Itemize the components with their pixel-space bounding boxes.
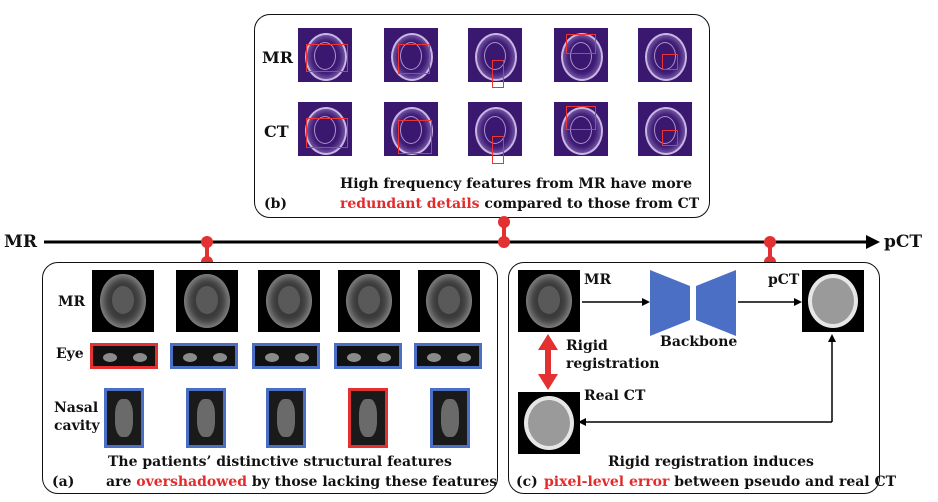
panel-b-row-label-mr: MR [262,48,294,67]
ct-feature-box-4 [566,106,596,130]
panel-a-tag: (a) [52,474,75,490]
axis-right-label: pCT [884,232,923,252]
panel-c-pct-label: pCT [768,272,800,288]
panel-b-tag: (b) [264,196,288,212]
mr-feature-box-1 [306,44,348,72]
panel-c-caption-line2: pixel-level error between pseudo and rea… [544,474,896,490]
panel-c-caption-post: between pseudo and real CT [669,474,897,490]
nasal-crop-5 [430,388,470,448]
ct-feature-map-3 [468,102,522,156]
ct-feature-box-1 [306,118,348,148]
patient-mr-scan-2 [176,270,238,332]
panel-b-caption-line1: High frequency features from MR have mor… [340,176,692,192]
mr-feature-map-4 [554,28,608,82]
panel-a-row-label-eye: Eye [56,346,84,362]
nasal-crop-1 [104,388,144,448]
panel-c-realct-label: Real CT [584,388,646,404]
nasal-crop-4 [348,388,388,448]
panel-c-caption-highlight: pixel-level error [544,474,670,490]
ct-feature-box-3 [492,136,504,164]
panel-a-caption-line1: The patients’ distinctive structural fea… [108,454,452,470]
eye-crop-4 [334,343,402,369]
panel-a-row-label-nasal2: cavity [54,418,100,434]
panel-c-caption-line1: Rigid registration induces [608,454,814,470]
panel-c-tag: (c) [516,474,538,490]
panel-c-rigid-line2: registration [566,356,660,372]
panel-a-caption-line2: are overshadowed by those lacking these … [106,474,497,490]
panel-a-row-label-mr: MR [58,294,86,310]
real-ct-scan [518,392,580,454]
mr-feature-map-1 [298,28,352,82]
panel-c-backbone-label: Backbone [660,334,738,350]
ct-feature-box-5 [662,130,678,146]
panel-a-caption-post: by those lacking these features [247,474,498,490]
mr-feature-box-2 [398,44,430,74]
patient-mr-scan-3 [258,270,320,332]
panel-c-rigid-line1: Rigid [566,338,608,354]
patient-mr-scan-5 [418,270,480,332]
axis-left-label: MR [4,232,37,252]
panel-b-caption-highlight: redundant details [340,196,480,212]
nasal-crop-3 [266,388,306,448]
panel-b-caption-line2: redundant details compared to those from… [340,196,699,212]
panel-a-row-label-nasal1: Nasal [54,400,99,416]
input-mr-scan [518,270,580,332]
ct-feature-map-2 [384,102,438,156]
pseudo-ct-scan [802,270,864,332]
eye-crop-2 [170,343,238,369]
mr-feature-box-3 [492,60,504,88]
nasal-crop-2 [186,388,226,448]
panel-c-mr-label: MR [584,272,612,288]
eye-crop-5 [414,343,482,369]
panel-b-caption-rest: compared to those from CT [479,196,700,212]
panel-a-caption-pre: are [106,474,137,490]
mr-feature-box-4 [566,34,596,54]
panel-a-caption-highlight: overshadowed [136,474,247,490]
eye-crop-1 [90,343,158,369]
ct-feature-box-2 [398,120,432,154]
ct-feature-map-5 [638,102,692,156]
eye-crop-3 [252,343,320,369]
mr-feature-map-3 [468,28,522,82]
patient-mr-scan-4 [338,270,400,332]
patient-mr-scan-1 [92,270,154,332]
panel-b-row-label-ct: CT [264,122,289,141]
mr-feature-box-5 [662,54,678,70]
